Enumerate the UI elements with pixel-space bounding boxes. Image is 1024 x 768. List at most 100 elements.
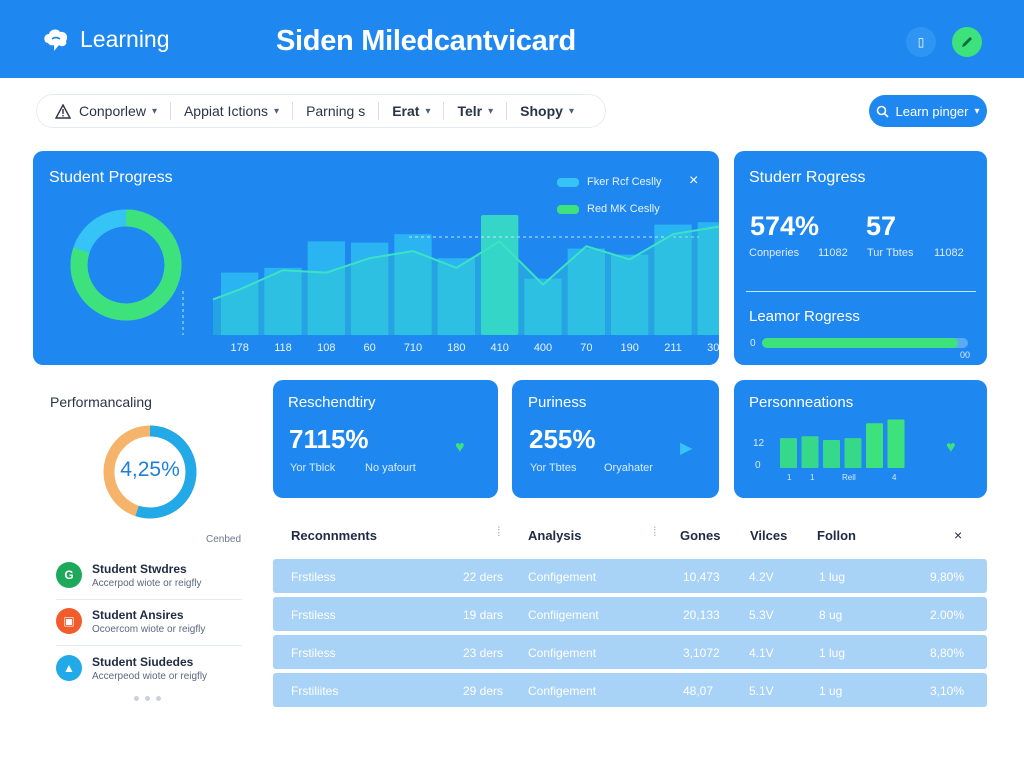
chart-bar[interactable] [264,267,302,335]
nav-item-telr[interactable]: Telr ▾ [457,103,493,119]
card-value: 255% [529,424,596,454]
puriness-card: Puriness 255% Yor Tbtes Oryahater ▶ [512,380,719,498]
cloud-icon: ▲ [56,655,82,681]
logo-text: Learning [80,26,170,52]
column-header[interactable]: Reconnments [291,528,377,543]
card-label: Oryahater [604,462,653,474]
document-icon: ▯ [917,35,925,49]
student-name: Student Ansires [92,607,184,622]
progress-min: 0 [750,338,756,349]
logo[interactable]: Learning [42,26,170,53]
dot[interactable] [145,696,150,701]
card-title: Personneations [749,394,854,411]
column-header[interactable]: Gones [680,528,721,543]
progress-max: 00 [960,350,971,360]
nav-item-overview[interactable]: Conporlew ▾ [79,103,157,119]
column-header[interactable]: Vilces [750,528,788,543]
heart-icon[interactable]: ♥ [455,439,465,456]
nav-item-planning[interactable]: Parning s [306,103,365,119]
card-title: Reschendtiry [288,394,376,411]
dot[interactable] [134,696,139,701]
pagination-dots[interactable] [134,696,161,701]
student-list-item[interactable]: ▣ Student Ansires Ocoercom wiote or reig… [50,600,243,642]
cell: 1 lug [819,646,846,660]
divider [746,291,976,292]
nav-item-label: Appiat Ictions [183,103,269,119]
card-label: No yafourt [365,462,416,474]
card-label: Yor Tbtes [530,462,577,474]
cell: 23 ders [463,646,504,660]
nav-divider [169,102,171,120]
column-divider: ⁞ [653,524,657,539]
learn-button[interactable]: Learn pinger ▾ [869,95,987,127]
nav-item-shop[interactable]: Shopy ▾ [520,103,574,119]
close-icon[interactable]: × [954,527,963,543]
column-header[interactable]: Follon [817,528,856,543]
cell: 48,07 [683,684,714,698]
card-label: Yor Tblck [290,462,336,474]
table-header: Reconnments ⁞ Analysis ⁞ Gones Vilces Fo… [273,522,987,550]
stat-label: Conperies [749,247,800,259]
chart-bar[interactable] [481,215,519,335]
x-tick-label: 108 [317,342,335,354]
chart-bar[interactable] [654,224,692,335]
divider [56,645,242,646]
document-button[interactable]: ▯ [906,27,936,57]
learner-progress-fill [762,338,958,348]
mini-bar[interactable] [866,423,883,468]
table-row[interactable]: Frstiless 23 ders Configement 3,1072 4.1… [273,635,987,669]
nav-item-applications[interactable]: Appiat Ictions ▾ [184,103,279,119]
dot[interactable] [156,696,161,701]
x-tick-label: 300 [707,342,719,354]
divider [56,599,242,600]
search-icon [877,105,890,118]
stat-value: 574% [750,211,820,241]
student-progress-chart: 178 118 108 60 710 180 410 400 70 190 211 300 [182,215,719,354]
y-tick: 12 [753,438,765,449]
card-title: Studerr Rogress [749,169,866,186]
responsibility-card: Reschendtiry 7115% Yor Tblck No yafourt … [273,380,498,498]
chart-bar[interactable] [611,254,649,335]
close-icon[interactable]: × [689,172,699,189]
mini-bar[interactable] [844,438,862,468]
student-list-item[interactable]: ▲ Student Siudedes Accerpeod wiote or re… [50,647,243,689]
mini-bar[interactable] [801,436,819,468]
chart-bar[interactable] [307,241,345,335]
card-value: 7115% [289,424,369,454]
performance-donut [103,425,197,519]
chart-bar[interactable] [437,258,475,335]
table-row[interactable]: Frstiless 22 ders Configement 10,473 4.2… [273,559,987,593]
cell: 19 dars [463,608,504,622]
chart-line [212,225,719,301]
legend-swatch [557,204,579,214]
play-icon[interactable]: ▶ [680,440,693,457]
table-row[interactable]: Frstiless 19 dars Confiigement 20,133 5.… [273,597,987,631]
chevron-down-icon: ▾ [974,105,980,117]
table-row[interactable]: Frstiliites 29 ders Configement 48,07 5.… [273,673,987,707]
legend-item: Fker Rcf Ceslly [557,176,662,188]
progress-donut [70,209,182,321]
chevron-down-icon: ▾ [425,105,431,117]
cell: 22 ders [463,570,504,584]
x-tick-label: 178 [230,342,248,354]
column-header[interactable]: Analysis [528,528,582,543]
calendar-icon: ▣ [56,608,82,634]
heart-icon[interactable]: ♥ [946,439,956,456]
chart-bar[interactable] [697,222,719,335]
chart-bar[interactable] [567,248,605,335]
chevron-down-icon: ▾ [488,105,494,117]
mini-bar[interactable] [823,440,840,468]
student-name: Student Siudedes [92,654,194,669]
nav-divider [443,102,445,120]
edit-button[interactable] [952,27,982,57]
nav-divider [378,102,380,120]
student-list-item[interactable]: G Student Stwdres Accerpod wiote or reig… [50,554,243,596]
mini-bar[interactable] [780,438,797,468]
cell: 4.2V [749,570,774,584]
nav-item-erat[interactable]: Erat ▾ [392,103,430,119]
chart-bar[interactable] [524,278,562,335]
warning-icon [55,103,71,119]
mini-bar[interactable] [887,419,905,468]
x-tick-label: 60 [364,342,376,354]
student-sub: Ocoercom wiote or reigfly [92,623,206,635]
